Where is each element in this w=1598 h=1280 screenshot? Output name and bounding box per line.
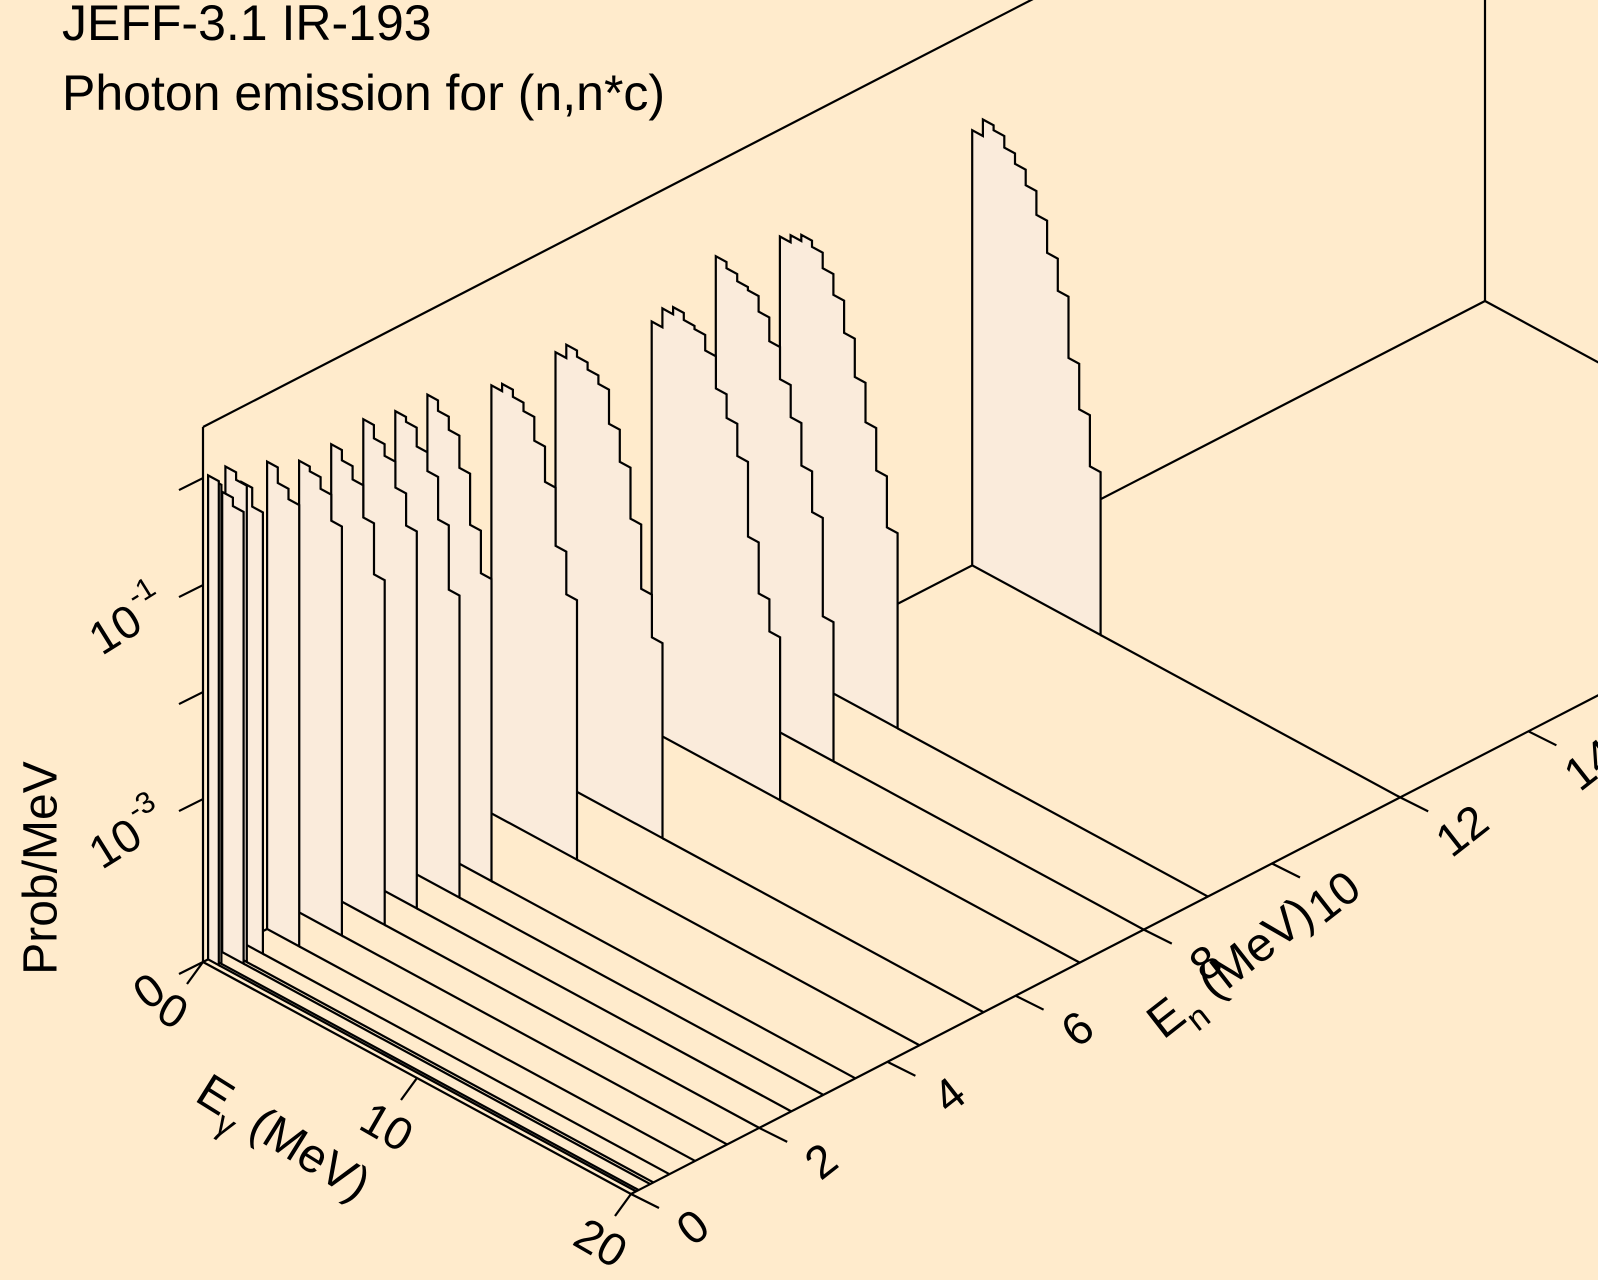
spectrum-baseline-0.35 xyxy=(246,961,654,1184)
y-tick xyxy=(1271,862,1301,879)
y-tick xyxy=(1399,796,1429,813)
x-tick xyxy=(614,1193,632,1217)
spectrum-en-0.08 xyxy=(207,473,637,1193)
y-tick-label: 14 xyxy=(1554,728,1598,800)
spectrum-en-2 xyxy=(330,442,760,1129)
spectrum-baseline-8 xyxy=(832,760,1145,931)
y-tick-label: 12 xyxy=(1426,794,1498,866)
x-tick xyxy=(186,961,204,985)
z-tick xyxy=(178,477,204,492)
spectrum-area-1.5 xyxy=(298,458,343,938)
right-floor-edge xyxy=(1484,300,1598,364)
spectrum-area-0.3 xyxy=(221,490,245,966)
spectrum-en-0.3 xyxy=(221,490,651,1186)
y-tick xyxy=(1527,730,1557,747)
chart-title: JEFF-3.1 IR-193 xyxy=(62,0,432,51)
x-axis-title: Eγ (MeV) xyxy=(181,1064,379,1222)
spectrum-area-1 xyxy=(266,459,301,949)
spectrum-area-12 xyxy=(971,117,1102,637)
y-axis-title: En (MeV) xyxy=(1137,887,1331,1058)
spectrum-baseline-2.5 xyxy=(416,907,792,1113)
y-tick xyxy=(758,1126,788,1143)
x-tick xyxy=(400,1077,418,1101)
spectrum-baseline-0.6 xyxy=(262,952,670,1176)
z-tick xyxy=(178,691,204,706)
y-tick-label: 4 xyxy=(923,1066,975,1123)
spectrum-en-7 xyxy=(650,305,1081,964)
x-tick-label: 20 xyxy=(566,1207,636,1278)
spectrum-baseline-3.5 xyxy=(491,880,856,1080)
spectrum-area-4.5 xyxy=(490,382,579,862)
top-back-edge xyxy=(202,0,1034,428)
spectrum-baseline-9 xyxy=(897,727,1209,898)
z-tick-label: 10-1 xyxy=(80,571,162,665)
y-tick xyxy=(1015,994,1045,1011)
y-tick-label: 2 xyxy=(795,1133,847,1190)
spectrum-baseline-0.3 xyxy=(243,962,651,1186)
spectrum-baseline-1 xyxy=(298,945,696,1162)
spectrum-area-7 xyxy=(650,305,782,803)
spectrum-en-12 xyxy=(971,117,1401,799)
chart-subtitle: Photon emission for (n,n*c) xyxy=(62,65,665,121)
spectrum-area-0.08 xyxy=(207,473,220,968)
z-tick xyxy=(178,584,204,599)
y-tick-label: 6 xyxy=(1051,1000,1103,1057)
z-axis-title: Prob/MeV xyxy=(15,761,68,974)
spectrum-baseline-0.12 xyxy=(220,962,640,1192)
spectrum-baseline-7 xyxy=(779,799,1081,964)
z-tick xyxy=(178,798,204,813)
spectra-group xyxy=(207,117,1401,1193)
x-axis-title-rest: (MeV) xyxy=(229,1090,379,1211)
spectrum-baseline-3 xyxy=(458,896,824,1096)
spectrum-baseline-4.5 xyxy=(576,858,920,1047)
spectrum-en-4.5 xyxy=(490,382,920,1047)
spectrum-baseline-2 xyxy=(384,923,760,1129)
spectrum-baseline-5.5 xyxy=(662,837,985,1014)
y-tick xyxy=(630,1193,660,1209)
y-tick-label: 0 xyxy=(667,1199,719,1256)
z-tick xyxy=(178,961,204,975)
spectrum-baseline-1.5 xyxy=(341,934,728,1146)
spectrum-en-1 xyxy=(266,459,696,1162)
spectrum-baseline-0.08 xyxy=(218,964,637,1193)
spectrum-area-2 xyxy=(330,442,386,927)
y-tick xyxy=(886,1060,916,1077)
spectrum-en-1.5 xyxy=(298,458,728,1146)
y-tick xyxy=(1143,928,1173,945)
z-tick-label: 10-3 xyxy=(80,785,162,879)
x-tick-label: 10 xyxy=(352,1091,422,1162)
spectrum-area-5.5 xyxy=(554,342,664,841)
spectrum-en-5.5 xyxy=(554,342,985,1014)
spectrum-baseline-12 xyxy=(1100,634,1401,799)
